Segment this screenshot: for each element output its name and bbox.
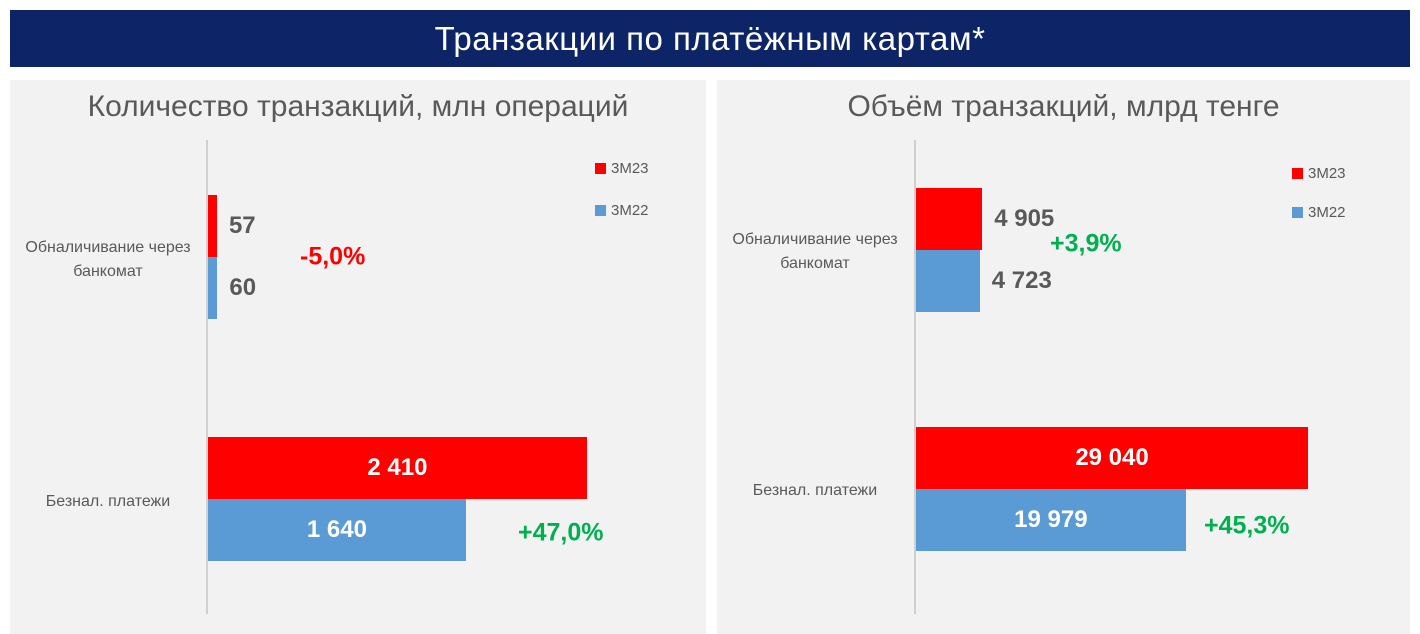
data-label-3m23-atm: 4 905 xyxy=(994,205,1055,232)
legend-label: 3М22 xyxy=(611,202,649,219)
y-axis-line xyxy=(914,140,916,614)
change-label-atm: +3,9% xyxy=(1050,229,1122,258)
category-label-atm: Обналичивание через банкомат xyxy=(25,239,191,280)
legend-item-3m23: 3М23 xyxy=(595,160,649,177)
legend-item-3m23: 3М23 xyxy=(1292,165,1346,182)
category-label-cashless: Безнал. платежи xyxy=(45,493,171,510)
data-label-3m23-cashless: 29 040 xyxy=(1075,444,1149,471)
legend-label: 3М23 xyxy=(1308,165,1346,182)
legend-swatch-red xyxy=(1292,168,1303,179)
bar-3m22-atm xyxy=(916,250,980,312)
chart-title: Объём транзакций, млрд тенге xyxy=(847,90,1280,123)
data-label-3m22-atm: 60 xyxy=(229,274,257,301)
bar-3m23-cashless xyxy=(208,437,587,499)
change-label-cashless: +45,3% xyxy=(1204,511,1290,540)
bar-3m23-atm xyxy=(916,188,983,250)
page-title: Транзакции по платёжным картам* xyxy=(434,19,986,57)
change-label-atm: -5,0% xyxy=(300,242,366,271)
data-label-3m22-cashless: 1 640 xyxy=(306,516,367,543)
bar-3m23-cashless xyxy=(916,427,1309,489)
category-label-atm: Обналичивание через банкомат xyxy=(732,231,898,272)
legend-item-3m22: 3М22 xyxy=(1292,204,1346,221)
legend-label: 3М23 xyxy=(611,160,649,177)
legend-item-3m22: 3М22 xyxy=(595,202,649,219)
chart-panel-volume: Объём транзакций, млрд тенге 3М23 3М22 О… xyxy=(717,80,1410,634)
bar-3m23-atm xyxy=(208,195,217,257)
bar-3m22-cashless xyxy=(916,489,1186,551)
data-label-3m23-atm: 57 xyxy=(228,212,256,239)
chart-title: Количество транзакций, млн операций xyxy=(87,90,629,123)
data-label-3m22-atm: 4 723 xyxy=(991,267,1052,294)
category-label-cashless: Безнал. платежи xyxy=(752,482,878,499)
bar-3m22-atm xyxy=(208,257,218,319)
legend-swatch-blue xyxy=(595,205,606,216)
legend-swatch-blue xyxy=(1292,207,1303,218)
change-label-cashless: +47,0% xyxy=(518,518,604,547)
data-label-3m23-cashless: 2 410 xyxy=(367,454,428,481)
bar-3m22-cashless xyxy=(208,499,466,561)
page-title-banner: Транзакции по платёжным картам* xyxy=(10,10,1410,67)
data-label-3m22-cashless: 19 979 xyxy=(1014,506,1088,533)
legend-swatch-red xyxy=(595,163,606,174)
chart-panel-count: Количество транзакций, млн операций 3М23… xyxy=(10,80,706,634)
y-axis-line xyxy=(206,140,208,614)
legend-label: 3М22 xyxy=(1308,204,1346,221)
